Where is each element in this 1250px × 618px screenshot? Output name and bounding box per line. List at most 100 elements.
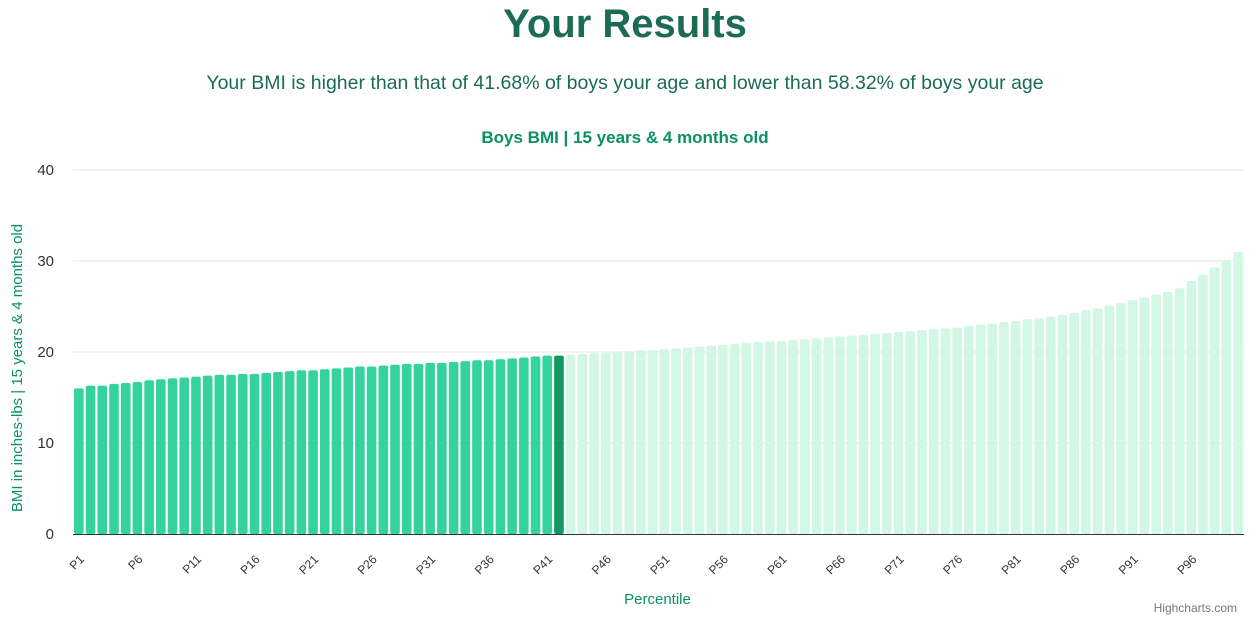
bar-p29[interactable] [401, 363, 412, 534]
bar-p63[interactable] [800, 339, 810, 534]
bar-p83[interactable] [1034, 318, 1044, 534]
bar-p22[interactable] [319, 369, 330, 534]
bar-p73[interactable] [917, 330, 927, 534]
bar-p30[interactable] [413, 363, 424, 534]
bar-p56[interactable] [718, 344, 728, 534]
bar-p94[interactable] [1163, 291, 1173, 534]
bar-p27[interactable] [378, 365, 389, 534]
bars[interactable] [74, 251, 1243, 534]
bar-p99[interactable] [1221, 260, 1232, 534]
bar-p32[interactable] [437, 362, 447, 534]
bar-p33[interactable] [448, 362, 459, 534]
bar-p65[interactable] [823, 337, 834, 534]
bar-p53[interactable] [682, 347, 693, 534]
bar-p31[interactable] [425, 362, 435, 534]
bar-p26[interactable] [366, 366, 377, 534]
bar-p57[interactable] [729, 343, 740, 534]
bar-p70[interactable] [882, 332, 892, 534]
bar-p52[interactable] [671, 348, 681, 534]
bar-p85[interactable] [1057, 314, 1068, 534]
bar-p39[interactable] [519, 357, 529, 534]
bar-p10[interactable] [179, 377, 190, 534]
bar-p48[interactable] [624, 351, 635, 534]
bar-p95[interactable] [1174, 288, 1185, 534]
bar-p16[interactable] [249, 373, 260, 534]
bar-p62[interactable] [788, 340, 798, 534]
bar-p74[interactable] [928, 329, 939, 534]
bar-p40[interactable] [530, 356, 541, 534]
bar-p97[interactable] [1198, 274, 1208, 534]
bar-p41[interactable] [542, 355, 553, 534]
bar-p38[interactable] [507, 358, 517, 534]
bar-p93[interactable] [1151, 294, 1161, 534]
bar-p80[interactable] [999, 321, 1009, 534]
bar-p55[interactable] [706, 345, 716, 534]
bar-p44[interactable] [577, 353, 588, 534]
bar-p17[interactable] [261, 372, 272, 534]
bar-p13[interactable] [214, 374, 225, 534]
bar-p18[interactable] [273, 372, 283, 534]
bar-p64[interactable] [811, 338, 822, 534]
bar-p25[interactable] [355, 366, 365, 534]
bar-p66[interactable] [835, 336, 845, 534]
bar-p91[interactable] [1127, 300, 1138, 534]
bar-p20[interactable] [296, 370, 307, 534]
bar-p100[interactable] [1233, 251, 1243, 534]
bar-p2[interactable] [85, 385, 96, 534]
bar-p42[interactable] [554, 355, 564, 534]
bar-p6[interactable] [132, 382, 143, 534]
bar-p71[interactable] [893, 331, 904, 534]
bar-p24[interactable] [343, 367, 353, 534]
bar-p15[interactable] [237, 373, 248, 534]
bar-p89[interactable] [1104, 305, 1115, 534]
bar-p67[interactable] [846, 335, 857, 534]
bar-p3[interactable] [97, 385, 108, 534]
bar-p34[interactable] [460, 361, 471, 534]
bar-p35[interactable] [472, 360, 482, 534]
bar-p21[interactable] [308, 370, 318, 534]
bar-p51[interactable] [659, 349, 670, 534]
bar-p68[interactable] [858, 334, 869, 534]
bar-p1[interactable] [74, 388, 84, 534]
bar-p90[interactable] [1116, 302, 1126, 534]
bar-p23[interactable] [331, 368, 342, 534]
bar-p28[interactable] [390, 364, 400, 534]
bar-p45[interactable] [589, 352, 599, 534]
bar-p59[interactable] [753, 341, 763, 534]
bar-p79[interactable] [987, 323, 998, 534]
bar-p69[interactable] [870, 333, 880, 534]
bar-p78[interactable] [975, 324, 986, 534]
bar-p12[interactable] [202, 375, 213, 534]
bar-p98[interactable] [1209, 267, 1220, 534]
bar-p82[interactable] [1022, 319, 1033, 534]
bar-p61[interactable] [776, 341, 787, 534]
bar-p77[interactable] [964, 325, 974, 534]
bar-p96[interactable] [1186, 281, 1197, 534]
bar-p75[interactable] [940, 328, 951, 534]
bar-p37[interactable] [495, 359, 506, 534]
bar-p92[interactable] [1139, 297, 1150, 534]
bar-p11[interactable] [191, 376, 201, 534]
bar-p36[interactable] [483, 360, 494, 534]
bar-p60[interactable] [764, 341, 775, 534]
bar-p50[interactable] [647, 350, 658, 534]
bar-p7[interactable] [144, 380, 154, 534]
bar-p47[interactable] [612, 352, 623, 534]
bar-p72[interactable] [905, 331, 916, 534]
highcharts-credits[interactable]: Highcharts.com [1153, 601, 1237, 615]
bar-p58[interactable] [741, 342, 752, 534]
bar-p43[interactable] [565, 354, 576, 534]
bar-p46[interactable] [601, 352, 611, 534]
bar-p76[interactable] [952, 327, 962, 534]
bar-p49[interactable] [636, 350, 646, 534]
bar-p4[interactable] [109, 383, 119, 534]
bar-p8[interactable] [156, 379, 166, 534]
bar-p54[interactable] [694, 346, 705, 534]
bar-p81[interactable] [1010, 321, 1021, 534]
bar-p19[interactable] [284, 371, 295, 534]
bar-p87[interactable] [1081, 310, 1091, 534]
bar-p86[interactable] [1069, 312, 1080, 534]
bar-p14[interactable] [226, 374, 236, 534]
bar-p9[interactable] [167, 378, 178, 534]
bar-p5[interactable] [120, 382, 131, 534]
